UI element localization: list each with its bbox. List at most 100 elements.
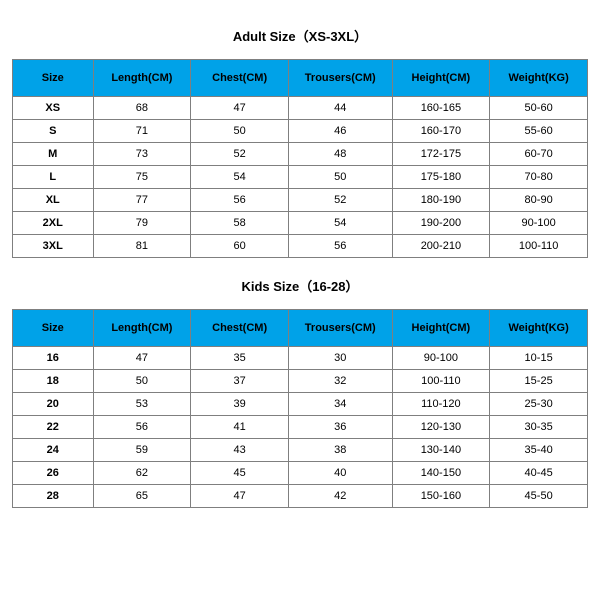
table-cell: 22 (13, 416, 94, 439)
table-cell: 44 (289, 97, 393, 120)
col-height: Height(CM) (392, 60, 490, 97)
table-cell: 47 (191, 97, 289, 120)
table-cell: 60 (191, 235, 289, 258)
table-cell: 55-60 (490, 120, 588, 143)
table-cell: 81 (93, 235, 191, 258)
table-cell: 25-30 (490, 393, 588, 416)
col-weight: Weight(KG) (490, 310, 588, 347)
table-cell: 68 (93, 97, 191, 120)
table-cell: 52 (289, 189, 393, 212)
table-cell: 175-180 (392, 166, 490, 189)
table-cell: 45-50 (490, 485, 588, 508)
table-cell: 100-110 (490, 235, 588, 258)
table-row: 20533934110-12025-30 (13, 393, 588, 416)
table-cell: 53 (93, 393, 191, 416)
table-cell: 38 (289, 439, 393, 462)
col-size: Size (13, 310, 94, 347)
table-row: 24594338130-14035-40 (13, 439, 588, 462)
table-cell: 16 (13, 347, 94, 370)
col-chest: Chest(CM) (191, 60, 289, 97)
table-cell: 35-40 (490, 439, 588, 462)
table-row: 26624540140-15040-45 (13, 462, 588, 485)
col-weight: Weight(KG) (490, 60, 588, 97)
table-cell: XS (13, 97, 94, 120)
table-cell: 30-35 (490, 416, 588, 439)
kids-size-title: Kids Size（16-28） (12, 258, 588, 309)
table-cell: 77 (93, 189, 191, 212)
table-cell: 50 (191, 120, 289, 143)
table-cell: 47 (191, 485, 289, 508)
table-cell: 2XL (13, 212, 94, 235)
table-cell: 90-100 (490, 212, 588, 235)
table-cell: 45 (191, 462, 289, 485)
table-cell: 110-120 (392, 393, 490, 416)
table-cell: 90-100 (392, 347, 490, 370)
table-row: 28654742150-16045-50 (13, 485, 588, 508)
table-cell: 50-60 (490, 97, 588, 120)
table-cell: 50 (93, 370, 191, 393)
table-row: XL775652180-19080-90 (13, 189, 588, 212)
table-header-row: Size Length(CM) Chest(CM) Trousers(CM) H… (13, 60, 588, 97)
table-cell: 160-165 (392, 97, 490, 120)
table-cell: 40-45 (490, 462, 588, 485)
table-cell: L (13, 166, 94, 189)
table-cell: 41 (191, 416, 289, 439)
table-row: 18503732100-11015-25 (13, 370, 588, 393)
table-cell: 60-70 (490, 143, 588, 166)
table-cell: 43 (191, 439, 289, 462)
table-cell: 172-175 (392, 143, 490, 166)
table-row: 2XL795854190-20090-100 (13, 212, 588, 235)
table-cell: 120-130 (392, 416, 490, 439)
table-cell: 190-200 (392, 212, 490, 235)
table-cell: 200-210 (392, 235, 490, 258)
table-cell: 37 (191, 370, 289, 393)
table-cell: 54 (289, 212, 393, 235)
table-cell: 15-25 (490, 370, 588, 393)
table-cell: 59 (93, 439, 191, 462)
table-row: 3XL816056200-210100-110 (13, 235, 588, 258)
col-length: Length(CM) (93, 310, 191, 347)
table-cell: 24 (13, 439, 94, 462)
table-cell: 56 (93, 416, 191, 439)
table-row: L755450175-18070-80 (13, 166, 588, 189)
table-cell: 150-160 (392, 485, 490, 508)
table-cell: 10-15 (490, 347, 588, 370)
table-cell: 71 (93, 120, 191, 143)
table-cell: 80-90 (490, 189, 588, 212)
table-cell: 52 (191, 143, 289, 166)
table-cell: 48 (289, 143, 393, 166)
table-cell: 47 (93, 347, 191, 370)
table-cell: 40 (289, 462, 393, 485)
table-cell: 20 (13, 393, 94, 416)
adult-size-title: Adult Size（XS-3XL） (12, 8, 588, 59)
table-cell: 130-140 (392, 439, 490, 462)
col-size: Size (13, 60, 94, 97)
table-row: M735248172-17560-70 (13, 143, 588, 166)
table-cell: 79 (93, 212, 191, 235)
table-cell: 39 (191, 393, 289, 416)
table-cell: S (13, 120, 94, 143)
table-cell: 56 (191, 189, 289, 212)
table-cell: 65 (93, 485, 191, 508)
table-row: S715046160-17055-60 (13, 120, 588, 143)
table-row: 1647353090-10010-15 (13, 347, 588, 370)
col-length: Length(CM) (93, 60, 191, 97)
table-cell: 160-170 (392, 120, 490, 143)
table-row: XS684744160-16550-60 (13, 97, 588, 120)
table-cell: XL (13, 189, 94, 212)
col-trousers: Trousers(CM) (289, 310, 393, 347)
size-chart-container: Adult Size（XS-3XL） Size Length(CM) Chest… (0, 0, 600, 516)
table-cell: 100-110 (392, 370, 490, 393)
table-cell: 32 (289, 370, 393, 393)
table-cell: 50 (289, 166, 393, 189)
table-cell: 42 (289, 485, 393, 508)
table-cell: 36 (289, 416, 393, 439)
table-cell: 70-80 (490, 166, 588, 189)
table-cell: 62 (93, 462, 191, 485)
table-cell: 58 (191, 212, 289, 235)
table-cell: 18 (13, 370, 94, 393)
table-cell: M (13, 143, 94, 166)
table-cell: 28 (13, 485, 94, 508)
table-cell: 34 (289, 393, 393, 416)
col-chest: Chest(CM) (191, 310, 289, 347)
